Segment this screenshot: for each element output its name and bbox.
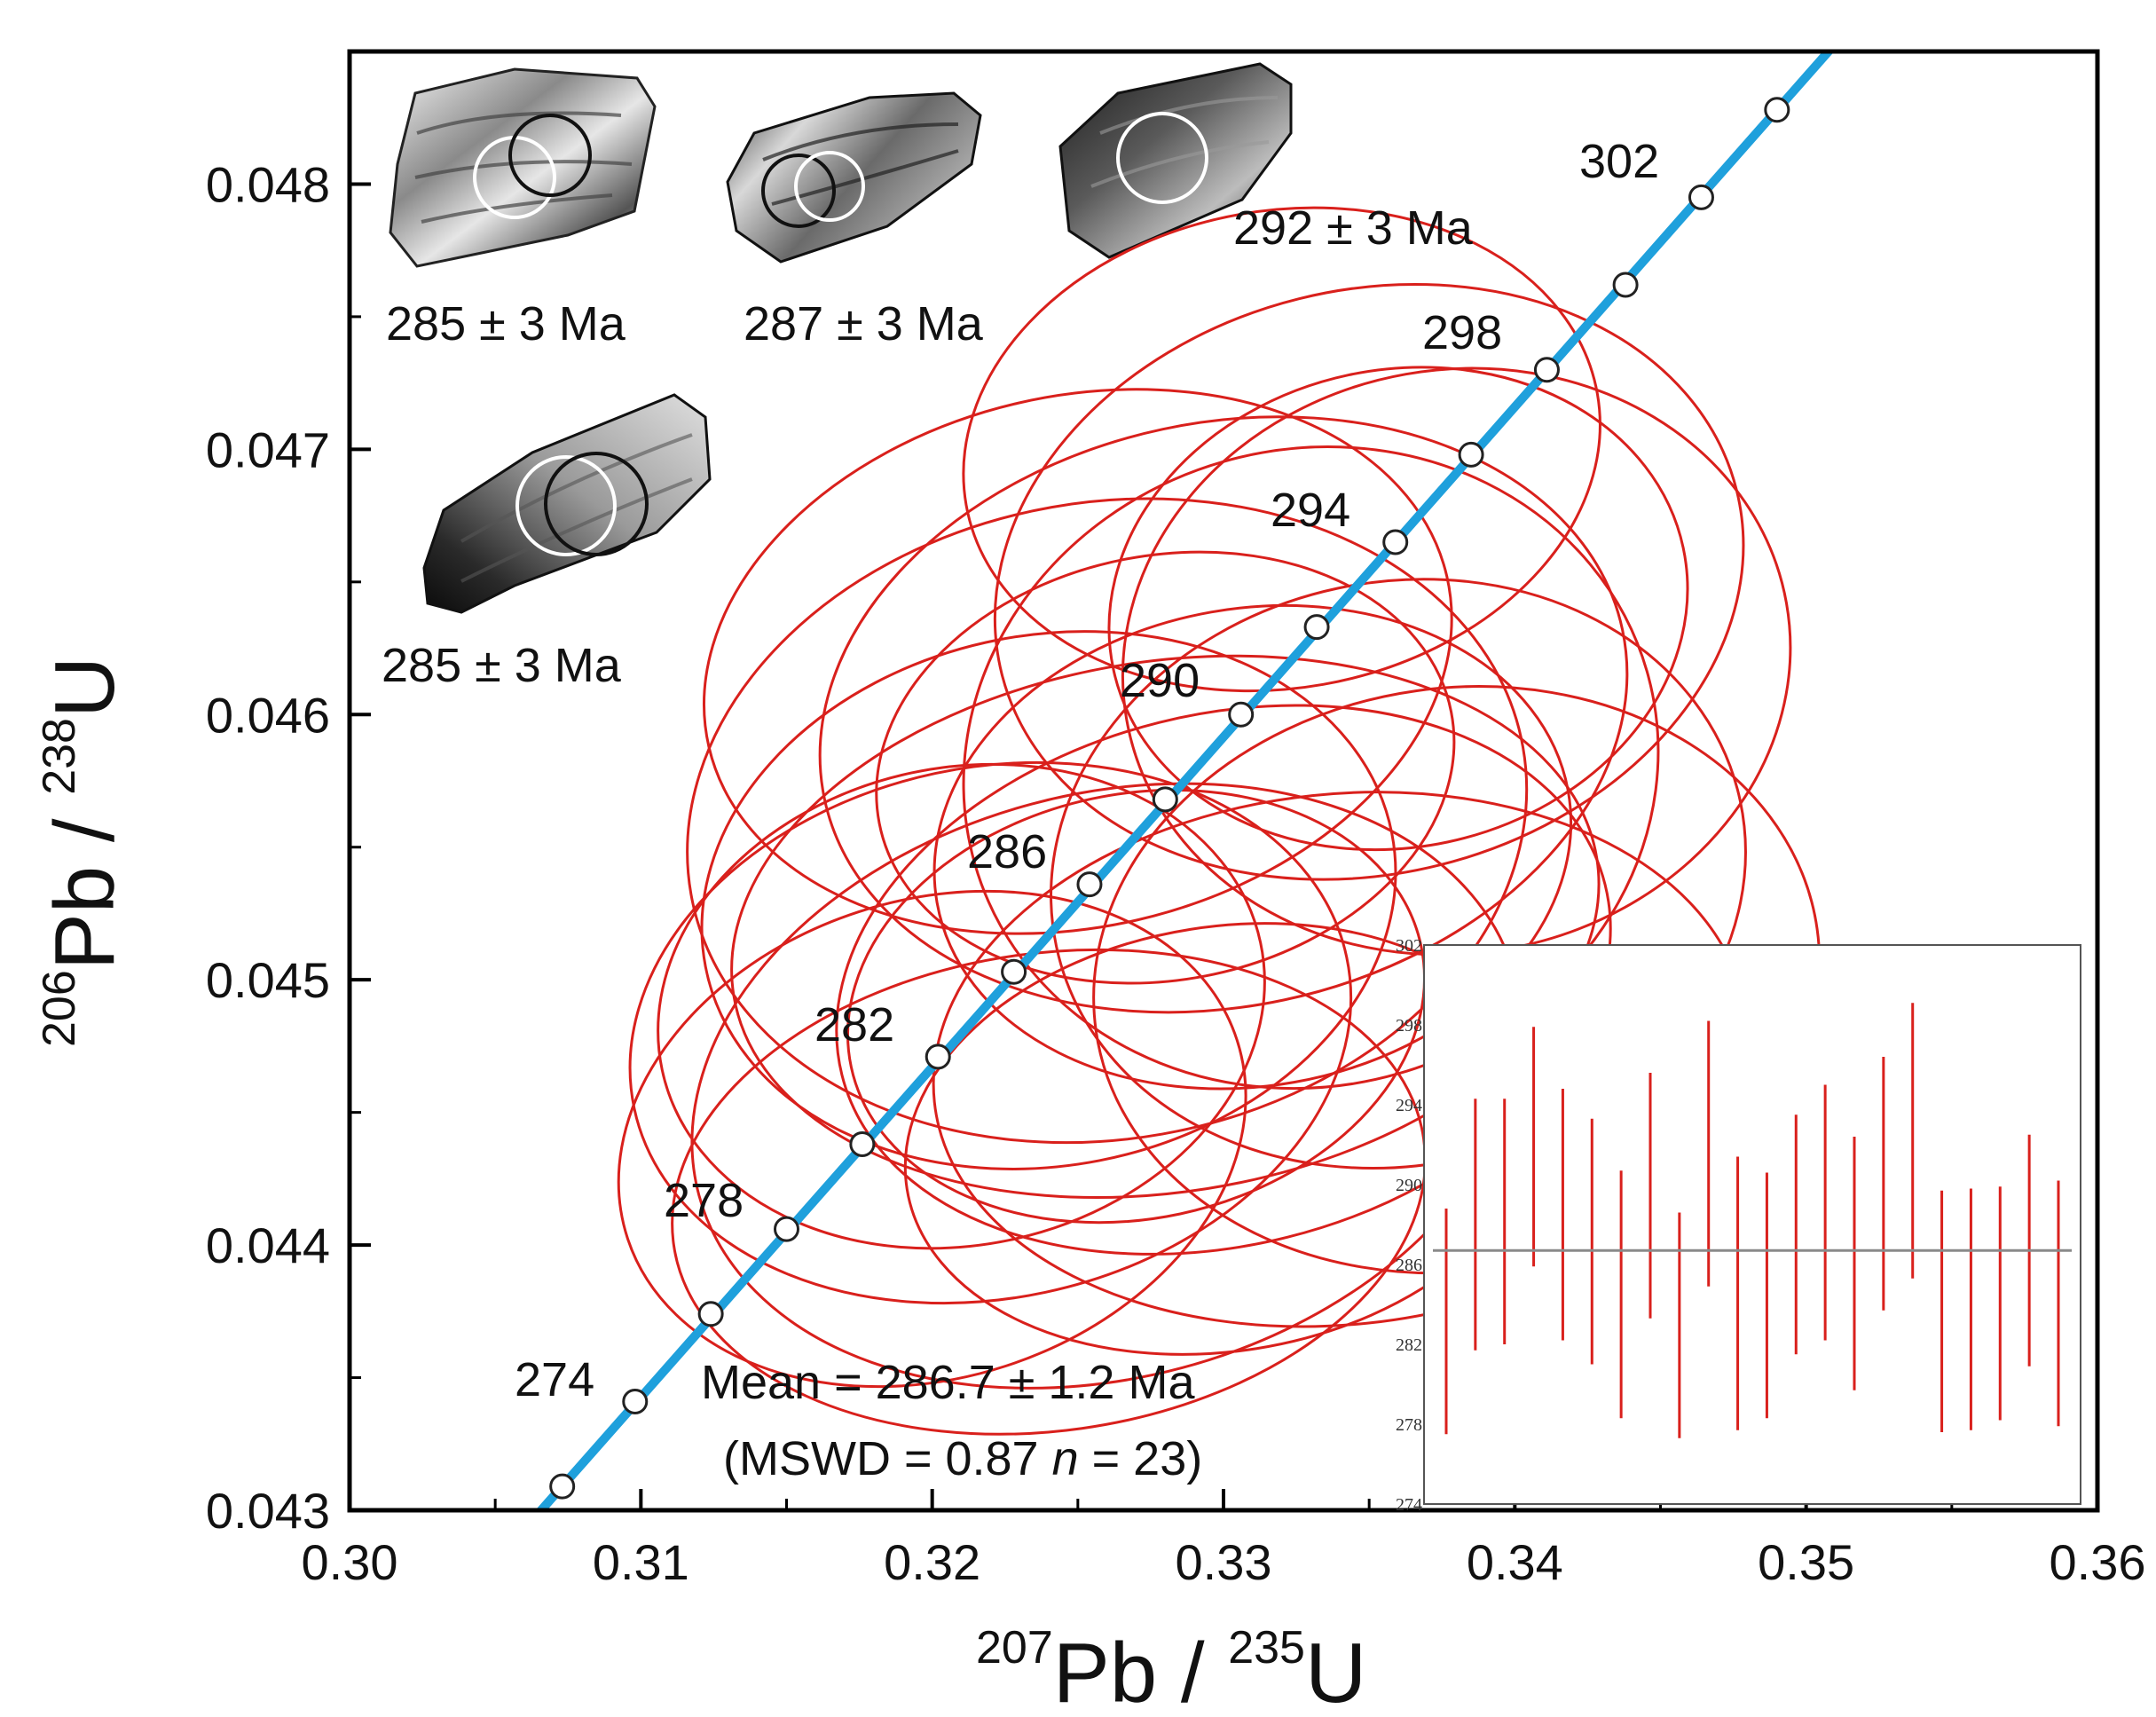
zircon-age-label-2: 287 ± 3 Ma bbox=[744, 297, 984, 350]
age-label-274: 274 bbox=[515, 1353, 594, 1406]
concordia-age-markers bbox=[549, 97, 1790, 1500]
inset-tick-label: 294 bbox=[1396, 1096, 1422, 1115]
age-marker-304 bbox=[1764, 97, 1790, 123]
age-marker-280 bbox=[849, 1131, 876, 1158]
x-tick-label: 0.31 bbox=[593, 1534, 689, 1590]
y-axis-title-base1: Pb / bbox=[37, 795, 132, 970]
y-axis-title: 206Pb / 238U bbox=[34, 657, 132, 1047]
age-marker-302 bbox=[1688, 184, 1714, 210]
zircon-age-label-1: 285 ± 3 Ma bbox=[386, 297, 626, 350]
inset-tick-label: 282 bbox=[1396, 1335, 1422, 1355]
zircon-image-2 bbox=[726, 91, 982, 264]
age-marker-288 bbox=[1152, 786, 1178, 813]
x-axis-title-sup2: 235 bbox=[1228, 1622, 1305, 1674]
x-axis-title-base2: U bbox=[1305, 1626, 1366, 1717]
inset-tick-label: 286 bbox=[1396, 1256, 1422, 1275]
y-tick-label: 0.047 bbox=[206, 421, 330, 477]
y-axis-title-sup2: 238 bbox=[34, 718, 85, 795]
age-marker-292 bbox=[1303, 614, 1330, 641]
y-tick-label: 0.044 bbox=[206, 1217, 330, 1273]
x-axis-title: 207Pb / 235U bbox=[976, 1622, 1366, 1717]
x-axis-ticks: 0.30 0.31 0.32 0.33 0.34 0.35 0.36 bbox=[302, 1489, 2146, 1590]
inset-tick-label: 278 bbox=[1396, 1415, 1422, 1435]
zircon-image-3 bbox=[1058, 62, 1293, 259]
x-tick-label: 0.32 bbox=[884, 1534, 980, 1590]
y-axis-title-sup1: 206 bbox=[34, 970, 85, 1047]
age-marker-296 bbox=[1458, 441, 1484, 468]
zircon-image-4 bbox=[422, 393, 712, 614]
inset-weighted-mean: 274 278 282 286 290 294 298 302 bbox=[1396, 936, 2081, 1515]
age-marker-290 bbox=[1228, 701, 1255, 728]
age-marker-276 bbox=[697, 1301, 724, 1327]
mswd-n-symbol: n bbox=[1052, 1432, 1079, 1485]
inset-tick-label: 290 bbox=[1396, 1176, 1422, 1195]
x-tick-label: 0.33 bbox=[1176, 1534, 1272, 1590]
error-ellipse-10 bbox=[617, 889, 1247, 1389]
age-marker-274 bbox=[622, 1388, 649, 1414]
age-label-294: 294 bbox=[1271, 484, 1350, 537]
age-label-298: 298 bbox=[1422, 306, 1502, 359]
error-ellipse-20 bbox=[657, 762, 1266, 1250]
inset-y-ticks: 274 278 282 286 290 294 298 302 bbox=[1396, 936, 1422, 1515]
error-ellipse-11 bbox=[846, 788, 1426, 1225]
zircon-age-label-4: 285 ± 3 Ma bbox=[382, 639, 622, 692]
error-ellipse-1 bbox=[686, 497, 1529, 1145]
inset-tick-label: 298 bbox=[1396, 1016, 1422, 1036]
x-axis-title-base1: Pb / bbox=[1053, 1626, 1228, 1717]
y-tick-label: 0.046 bbox=[206, 687, 330, 743]
y-tick-label: 0.043 bbox=[206, 1483, 330, 1539]
inset-bars bbox=[1444, 1003, 2060, 1438]
age-marker-282 bbox=[925, 1044, 951, 1070]
inset-frame bbox=[1423, 944, 2081, 1505]
x-tick-label: 0.30 bbox=[302, 1534, 398, 1590]
zircon-image-1 bbox=[389, 67, 657, 268]
age-label-290: 290 bbox=[1120, 654, 1200, 707]
age-label-282: 282 bbox=[814, 998, 894, 1051]
x-tick-label: 0.35 bbox=[1758, 1534, 1854, 1590]
y-axis-ticks: 0.043 0.044 0.045 0.046 0.047 0.048 bbox=[206, 50, 371, 1539]
inset-tick-label: 274 bbox=[1396, 1495, 1422, 1515]
age-label-278: 278 bbox=[664, 1174, 744, 1227]
mswd-open: (MSWD = 0.87 bbox=[723, 1432, 1052, 1485]
age-marker-272 bbox=[549, 1473, 576, 1500]
y-tick-label: 0.045 bbox=[206, 952, 330, 1008]
x-tick-label: 0.36 bbox=[2050, 1534, 2146, 1590]
x-axis-title-sup1: 207 bbox=[976, 1622, 1053, 1674]
age-marker-286 bbox=[1076, 871, 1103, 898]
age-marker-278 bbox=[774, 1216, 799, 1242]
error-ellipse-18 bbox=[703, 388, 1453, 935]
age-marker-298 bbox=[1533, 357, 1560, 383]
error-ellipse-23 bbox=[875, 550, 1456, 985]
error-ellipse-16 bbox=[700, 630, 1397, 1170]
zircon-age-label-3: 292 ± 3 Ma bbox=[1233, 201, 1474, 255]
zircon-images bbox=[389, 62, 1293, 614]
zircon-age-labels: 285 ± 3 Ma 287 ± 3 Ma 292 ± 3 Ma 285 ± 3… bbox=[382, 201, 1474, 692]
inset-tick-label: 302 bbox=[1396, 936, 1422, 956]
age-marker-284 bbox=[1001, 958, 1027, 985]
error-ellipse-8 bbox=[835, 704, 1612, 1256]
error-ellipse-22 bbox=[1107, 366, 1689, 852]
mswd-annotation: (MSWD = 0.87 n = 23) bbox=[723, 1432, 1202, 1485]
age-label-302: 302 bbox=[1579, 135, 1659, 188]
mean-annotation: Mean = 286.7 ± 1.2 Ma bbox=[701, 1356, 1195, 1409]
error-ellipse-2 bbox=[818, 415, 1629, 1014]
error-ellipse-5 bbox=[628, 760, 1353, 1305]
age-marker-294 bbox=[1382, 529, 1409, 555]
age-marker-300 bbox=[1612, 272, 1639, 298]
y-tick-label: 0.048 bbox=[206, 156, 330, 212]
error-ellipse-17 bbox=[962, 206, 1601, 693]
age-labels: 274 278 282 286 290 294 298 302 bbox=[515, 135, 1659, 1406]
mswd-close: = 23) bbox=[1079, 1432, 1203, 1485]
y-axis-title-base2: U bbox=[37, 657, 132, 718]
x-tick-label: 0.34 bbox=[1467, 1534, 1563, 1590]
age-label-286: 286 bbox=[967, 825, 1047, 878]
